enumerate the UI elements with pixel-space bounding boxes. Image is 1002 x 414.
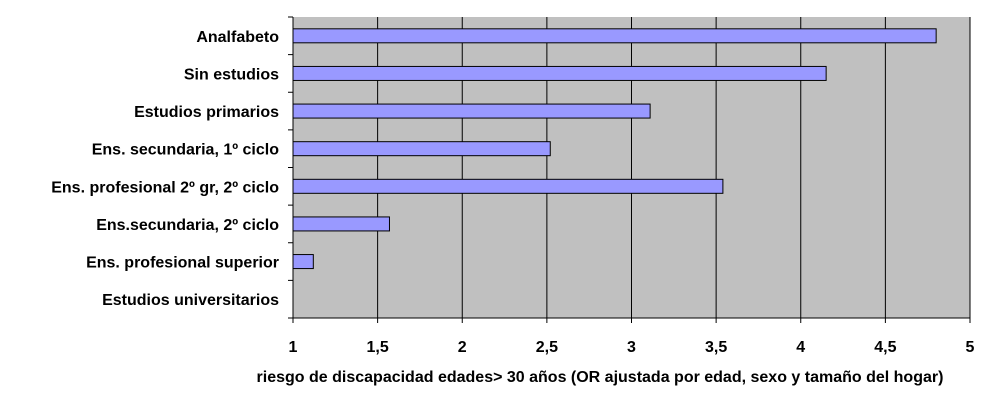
category-label: Ens. profesional superior: [86, 255, 279, 272]
x-tick-label: 4: [796, 339, 805, 356]
bar: [292, 103, 651, 119]
category-label: Ens. profesional 2º gr, 2º ciclo: [51, 179, 279, 196]
x-tick-label: 1: [289, 339, 298, 356]
x-tick-label: 3,5: [705, 339, 727, 356]
category-label: Estudios primarios: [134, 104, 279, 121]
x-tick-label: 2: [458, 339, 467, 356]
category-label: Analfabeto: [196, 29, 279, 46]
x-tick-label: 1,5: [367, 339, 389, 356]
category-label: Ens.secundaria, 2º ciclo: [96, 217, 279, 234]
x-tick-label: 3: [627, 339, 636, 356]
category-label: Estudios universitarios: [102, 292, 279, 309]
category-label: Sin estudios: [184, 66, 279, 83]
bar: [292, 65, 827, 81]
bar: [292, 178, 724, 194]
axes: [288, 16, 971, 323]
x-axis-title: riesgo de discapacidad edades> 30 años (…: [257, 369, 944, 386]
bars: [292, 28, 937, 270]
x-tick-label: 4,5: [874, 339, 896, 356]
labels: Analfabeto Sin estudios Estudios primarios…: [51, 29, 974, 356]
category-label: Ens. secundaria, 1º ciclo: [92, 142, 279, 159]
bar: [292, 141, 551, 157]
bar: [292, 28, 937, 44]
bar: [292, 254, 314, 270]
x-tick-label: 5: [966, 339, 975, 356]
x-tick-label: 2,5: [536, 339, 558, 356]
bar: [292, 216, 390, 232]
